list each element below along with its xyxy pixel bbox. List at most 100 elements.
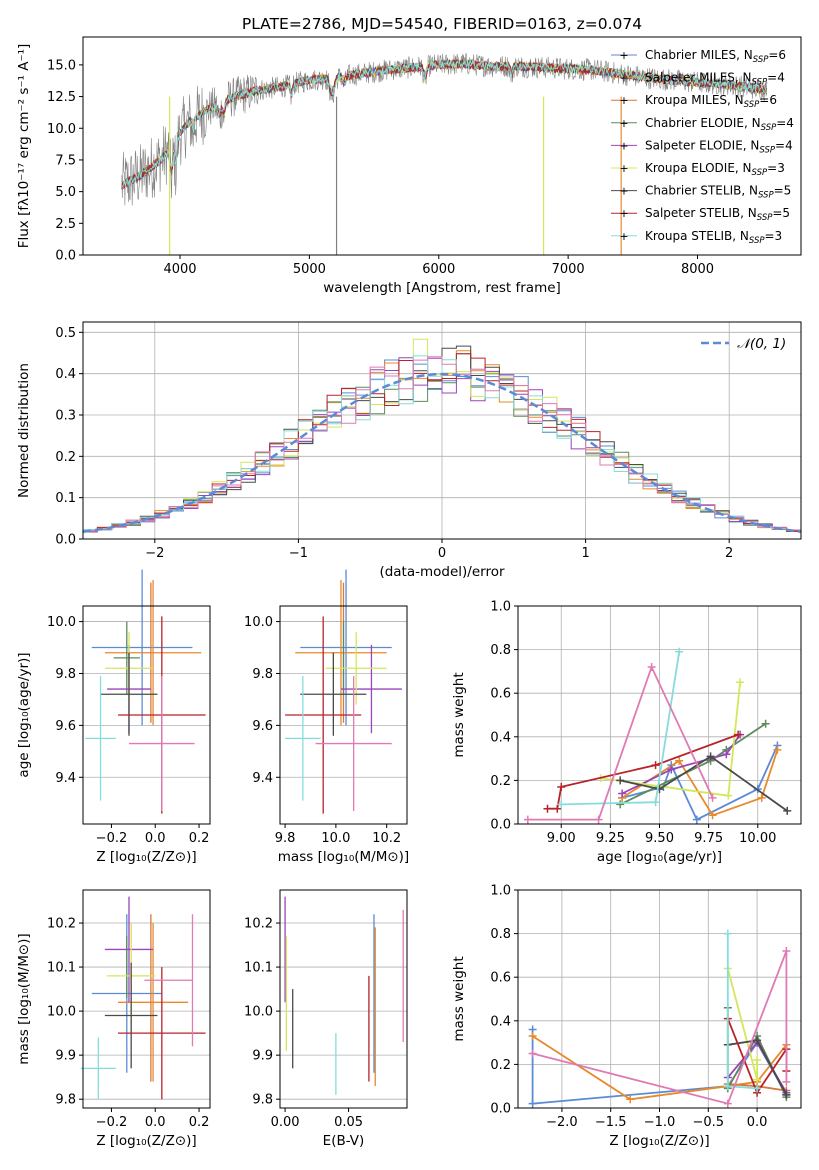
data-point (80, 1037, 116, 1100)
x-tick-label: −1.5 (595, 1115, 627, 1130)
series-marker (626, 1095, 635, 1104)
series-marker (723, 1099, 732, 1108)
panel-spectrum: 4000 5000 6000 7000 8000 0.0 2.5 5.0 7.5 10.0 12.5… (16, 15, 802, 296)
legend-entry: + Chabrier MILES, NSSP=6 (611, 48, 786, 65)
axes-frame (82, 889, 211, 1109)
legend-label-tail: =4 (775, 138, 793, 152)
y-tick-label: 1.0 (490, 884, 511, 899)
data-point (104, 896, 154, 1003)
x-tick-label: 10.0 (321, 831, 350, 846)
series-marker (692, 815, 701, 824)
data-point (300, 652, 367, 736)
legend-label-tail: =3 (765, 229, 783, 243)
legend-marker: + (619, 94, 628, 107)
y-tick-label: 9.8 (55, 667, 76, 682)
legend-label: Kroupa ELODIE, NSSP=3 (645, 161, 785, 178)
series-marker (647, 663, 656, 672)
series-marker (723, 1082, 732, 1091)
y-tick-label: 7.5 (55, 153, 76, 168)
x-tick-label: 10.2 (372, 831, 401, 846)
legend-marker: + (619, 162, 628, 175)
x-axis-label: wavelength [Angstrom, rest frame] (323, 280, 561, 296)
legend-label-tail: =4 (776, 116, 794, 130)
series-marker (753, 1036, 762, 1045)
series-marker (736, 678, 745, 687)
y-tick-label: 12.5 (47, 90, 76, 105)
legend-label-text: Kroupa MILES, N (645, 93, 744, 107)
series-marker (782, 1077, 791, 1086)
series-line (616, 752, 792, 815)
series-marker (708, 793, 717, 802)
y-tick-label: 10.0 (47, 615, 76, 630)
series-marker (528, 1032, 537, 1041)
legend-marker: + (619, 207, 628, 220)
series-line (557, 647, 684, 809)
x-tick-label: 0.05 (334, 1115, 363, 1130)
legend-label-tail: =3 (767, 161, 785, 175)
data-point (315, 676, 392, 812)
panel-residuals: −2 −1 0 1 2 0.0 0.1 0.2 0.3 0.4 0.5 (data-model)/er… (16, 321, 802, 580)
y-axis-label: Normed distribution (16, 363, 32, 498)
axes-frame (279, 889, 408, 1109)
normal-curve (82, 372, 802, 534)
legend-label-sub: SSP (744, 100, 760, 110)
model-spectrum (121, 59, 767, 188)
series-marker (722, 750, 731, 759)
legend-label-text: Kroupa STELIB, N (645, 229, 749, 243)
legend-marker: + (619, 72, 628, 85)
y-tick-label: 10.2 (244, 917, 273, 932)
x-tick-label: 9.50 (645, 831, 674, 846)
y-tick-label: 0.0 (490, 1102, 511, 1117)
legend-marker: + (619, 139, 628, 152)
data-point (325, 631, 387, 705)
series-marker (734, 730, 743, 739)
y-axis-label: mass weight (451, 956, 467, 1041)
y-tick-label: 0.2 (490, 774, 511, 789)
x-axis-label: age [log₁₀(age/yr)] (597, 849, 722, 865)
legend-label-sub: SSP (758, 191, 774, 201)
data-point (295, 580, 387, 726)
y-tick-label: 0.4 (55, 367, 76, 382)
series-marker (783, 806, 792, 815)
x-tick-label: 0.0 (145, 831, 166, 846)
series-marker (761, 719, 770, 728)
x-tick-label: 0.0 (145, 1115, 166, 1130)
y-tick-label: 9.6 (252, 719, 273, 734)
observed-spectrum (121, 53, 768, 206)
y-tick-label: 10.0 (244, 615, 273, 630)
y-tick-label: 10.2 (47, 917, 76, 932)
legend-label-sub: SSP (757, 213, 773, 223)
legend-label-tail: =6 (768, 48, 786, 62)
x-tick-label: 0.00 (271, 1115, 300, 1130)
series-marker (757, 793, 766, 802)
legend-marker: + (619, 185, 628, 198)
series-marker (723, 929, 732, 938)
legend-label: 𝒩(0, 1) (737, 336, 786, 352)
series-line (523, 663, 717, 824)
data-point (118, 967, 206, 1100)
x-tick-label: 8000 (681, 262, 714, 277)
series-path (600, 682, 741, 797)
series-line (528, 947, 791, 1108)
series-marker (773, 745, 782, 754)
y-tick-label: 0.1 (55, 491, 76, 506)
series-marker (651, 798, 660, 807)
legend-entry: + Chabrier STELIB, NSSP=5 (611, 184, 791, 201)
y-tick-label: 2.5 (55, 217, 76, 232)
legend-label-text: Kroupa ELODIE, N (645, 161, 752, 175)
legend-label-text: Salpeter MILES, N (645, 71, 752, 85)
y-tick-label: 0.6 (490, 687, 511, 702)
x-tick-label: 0.2 (189, 831, 210, 846)
legend-label-text: Chabrier STELIB, N (645, 184, 758, 198)
data-point (340, 644, 402, 734)
y-tick-label: 1.0 (490, 600, 511, 615)
y-tick-label: 0.3 (55, 409, 76, 424)
legend-entry: + Kroupa MILES, NSSP=6 (611, 93, 777, 110)
panel-weight_vs_Z: −2.0 −1.5 −1.0 −0.5 0.0 0.0 0.2 0.4 0.6 0.8 1.0 Z [… (451, 884, 802, 1149)
x-tick-label: 10.00 (739, 831, 776, 846)
y-tick-label: 0.8 (490, 643, 511, 658)
series-marker (557, 782, 566, 791)
x-tick-label: 9.00 (547, 831, 576, 846)
data-point (285, 676, 321, 801)
series-marker (675, 647, 684, 656)
